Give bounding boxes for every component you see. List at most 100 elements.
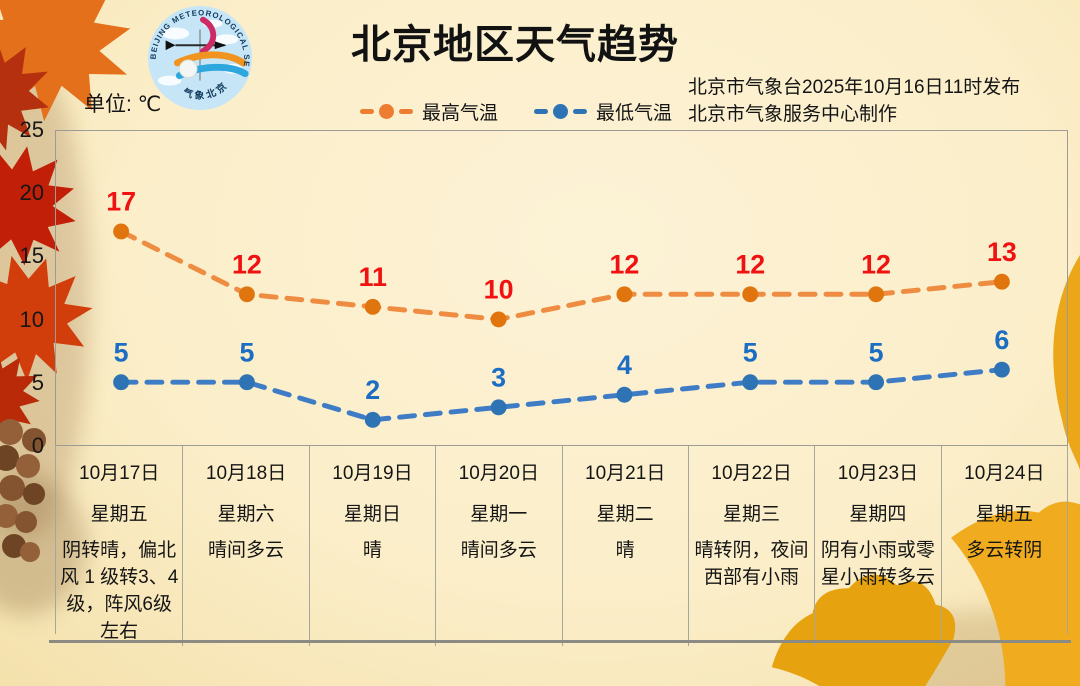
orange-swoosh [173, 51, 247, 67]
y-tick-label: 5 [31, 369, 44, 395]
data-point-label: 4 [617, 350, 632, 380]
y-tick-label: 10 [19, 306, 44, 332]
beijing-meteorological-service-logo: BEIJING METEOROLOGICAL SERVICE 气象北京 [146, 4, 253, 111]
forecast-weather: 晴 [615, 540, 635, 561]
forecast-weekday: 星期一 [470, 504, 528, 525]
forecast-date: 10月21日 [585, 463, 666, 484]
forecast-date: 10月24日 [964, 463, 1045, 484]
forecast-cell: 10月18日 星期六晴间多云 [182, 446, 308, 646]
forecast-date: 10月22日 [711, 463, 792, 484]
forecast-weather: 晴间多云 [208, 540, 285, 561]
y-axis: 0 5 10 15 20 25 [0, 117, 44, 458]
ginkgo-leaf-icon [1053, 255, 1080, 470]
data-point-最高气温 [113, 223, 130, 240]
forecast-cell: 10月21日 星期二晴 [561, 446, 688, 646]
red-swoosh [200, 16, 217, 55]
data-point-label: 11 [359, 262, 387, 292]
data-point-最低气温 [868, 374, 885, 391]
legend-dash-icon [360, 109, 374, 114]
chart-legend: 最高气温 最低气温 [360, 98, 672, 125]
legend-dot-icon [379, 104, 394, 119]
forecast-weather: 阴转晴，偏北风 1 级转3、4级，阵风6级左右 [60, 540, 179, 642]
temperature-trend-chart: 17 12 11 10 12 12 12 13 5 5 2 3 4 5 5 6 [106, 187, 1017, 428]
legend-dash-icon [534, 109, 549, 114]
forecast-cell: 10月17日 星期五阴转晴，偏北风 1 级转3、4级，阵风6级左右 [56, 446, 182, 646]
legend-label: 最高气温 [422, 103, 499, 124]
forecast-weekday: 星期五 [975, 504, 1033, 525]
legend-dash-icon [573, 109, 588, 114]
pinecone-shadow [0, 475, 86, 615]
data-point-label: 17 [106, 187, 136, 217]
y-tick-label: 20 [19, 180, 44, 206]
forecast-cell: 10月23日 星期四阴有小雨或零星小雨转多云 [814, 446, 940, 646]
data-point-最低气温 [364, 411, 381, 428]
forecast-date: 10月23日 [837, 463, 919, 484]
data-point-最低气温 [742, 374, 759, 391]
legend-item: 最低气温 [534, 98, 672, 125]
forecast-cell: 10月19日 星期日晴 [308, 446, 435, 646]
forecast-weather: 阴有小雨或零星小雨转多云 [820, 540, 935, 588]
data-point-label: 2 [365, 375, 380, 405]
legend-label: 最低气温 [596, 103, 673, 124]
legend-line-marker-icon [360, 104, 413, 119]
series-line-最高气温 [118, 228, 1005, 322]
forecast-date: 10月19日 [332, 463, 413, 484]
forecast-table: 10月17日 星期五 阴转晴，偏北风 1 级转3、4级，阵风6级左右 10月18日 星期… [55, 446, 1068, 646]
forecast-weekday: 星期四 [849, 504, 907, 525]
forecast-weather: 晴 [362, 540, 382, 561]
data-point-label: 12 [861, 249, 891, 279]
data-point-最高气温 [616, 286, 633, 303]
data-point-最高气温 [868, 286, 885, 303]
forecast-cell: 10月22日 星期三晴转阴，夜间西部有小雨 [687, 446, 814, 646]
plot-area: 17 12 11 10 12 12 12 13 5 5 2 3 4 5 5 6 [55, 130, 1068, 446]
y-tick-label: 25 [19, 117, 44, 142]
data-point-label: 5 [743, 337, 758, 367]
data-point-最高气温 [364, 298, 381, 315]
page-title: 北京地区天气趋势 [351, 23, 679, 67]
data-point-label: 13 [987, 237, 1017, 267]
data-point-最低气温 [993, 361, 1010, 378]
data-point-label: 12 [232, 249, 262, 279]
forecast-weekday: 星期二 [596, 504, 654, 525]
data-point-label: 5 [869, 337, 884, 367]
data-point-label: 12 [735, 249, 765, 279]
legend-line-marker-icon [534, 104, 588, 119]
legend-dash-icon [399, 109, 413, 114]
forecast-weather: 晴转阴，夜间西部有小雨 [694, 540, 809, 588]
data-point-最高气温 [742, 286, 759, 303]
forecast-weekday: 星期日 [343, 504, 401, 525]
forecast-cell: 10月20日 星期一 晴间多云 [435, 446, 561, 646]
data-point-最低气温 [490, 399, 507, 416]
data-point-最高气温 [238, 286, 255, 303]
forecast-weather: 多云转阴 [966, 540, 1043, 561]
publish-time-text: 北京市气象台2025年10月16日11时发布 [688, 77, 1021, 98]
data-point-label: 10 [484, 275, 514, 305]
forecast-weekday: 星期三 [723, 504, 781, 525]
data-point-最高气温 [993, 273, 1010, 290]
producer-text: 北京市气象服务中心制作 [688, 104, 898, 125]
data-point-label: 5 [114, 337, 129, 367]
legend-item: 最高气温 [360, 98, 498, 125]
forecast-cell: 10月24日 星期五多云转阴 [940, 446, 1067, 646]
data-point-最高气温 [490, 311, 507, 328]
data-point-最低气温 [616, 386, 633, 403]
forecast-weekday: 星期六 [217, 504, 275, 525]
data-point-最低气温 [113, 374, 130, 391]
series-line-最低气温 [118, 367, 1005, 423]
table-bottom-border [49, 640, 1071, 643]
forecast-date: 10月18日 [205, 463, 287, 484]
publisher-info: 北京市气象台2025年10月16日11时发布 北京市气象服务中心制作 [688, 74, 1020, 128]
forecast-weekday: 星期五 [90, 504, 148, 525]
legend-dot-icon [553, 104, 569, 119]
y-tick-label: 0 [31, 433, 44, 458]
forecast-date: 10月17日 [79, 463, 160, 484]
data-point-最低气温 [238, 374, 255, 391]
data-point-label: 3 [491, 362, 506, 392]
data-point-label: 6 [994, 325, 1009, 355]
unit-label: 单位: ℃ [84, 93, 162, 116]
pinecone-icon [0, 419, 46, 562]
y-tick-label: 15 [19, 243, 44, 269]
